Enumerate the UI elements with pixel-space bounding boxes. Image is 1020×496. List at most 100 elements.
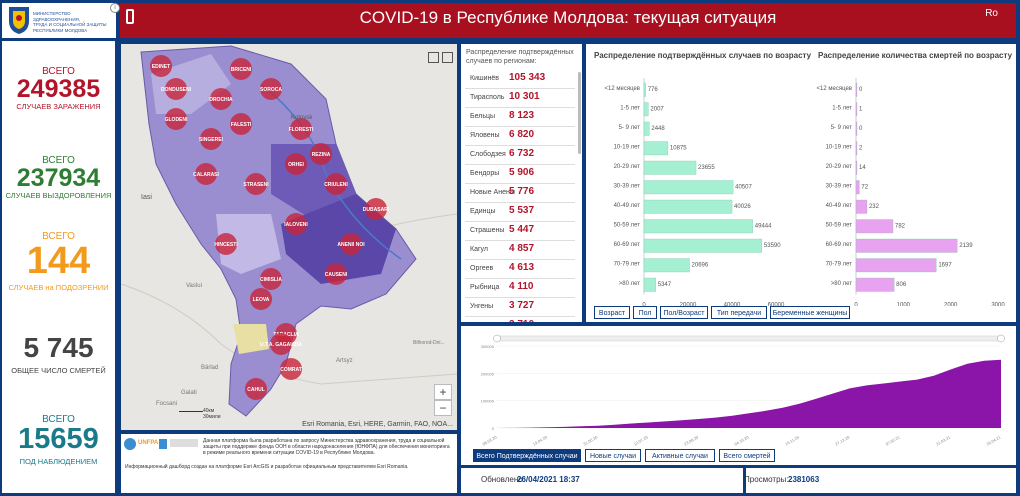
marker-label: DROCHIA bbox=[209, 97, 233, 103]
zoom-out-button[interactable]: − bbox=[434, 400, 452, 416]
region-row[interactable]: Бендоры 5 906 bbox=[465, 164, 575, 184]
category-label: 10-19 лет bbox=[826, 145, 853, 151]
case-marker bbox=[195, 163, 217, 185]
data-label: 2 bbox=[859, 146, 863, 152]
zoom-in-button[interactable]: + bbox=[434, 384, 452, 400]
region-row[interactable]: Страшены 5 447 bbox=[465, 221, 575, 241]
bar bbox=[855, 219, 894, 234]
stat-recovered: ВСЕГО 237934 СЛУЧАЕВ ВЫЗДОРОВЛЕНИЯ bbox=[2, 155, 115, 200]
tick-label: 2000 bbox=[944, 303, 958, 307]
region-value: 10 301 bbox=[509, 91, 540, 102]
bar bbox=[643, 199, 733, 214]
marker-label: EDINET bbox=[152, 64, 170, 70]
region-row[interactable]: Единцы 5 537 bbox=[465, 202, 575, 222]
marker-label: SOROCA bbox=[260, 87, 282, 93]
region-row[interactable]: Слободзея 6 732 bbox=[465, 145, 575, 165]
tab-timeline-1[interactable]: Новые случаи bbox=[585, 449, 641, 462]
range-handle-left bbox=[493, 334, 501, 343]
region-row[interactable]: Новые Анены 5 776 bbox=[465, 183, 575, 203]
data-label: 20696 bbox=[692, 263, 709, 269]
case-marker bbox=[260, 268, 282, 290]
region-row[interactable]: Бельцы 8 123 bbox=[465, 107, 575, 127]
marker-label: COMRAT bbox=[280, 367, 302, 373]
x-tick-label: 26.04.21 bbox=[986, 434, 1003, 447]
language-switch[interactable]: Ro bbox=[985, 8, 998, 19]
category-label: <12 месяцев bbox=[605, 86, 640, 92]
stat-sub: ПОД НАБЛЮДЕНИЕМ bbox=[19, 457, 98, 466]
scrollbar[interactable] bbox=[578, 72, 581, 154]
data-label: 232 bbox=[869, 204, 880, 210]
category-label: >80 лет bbox=[831, 281, 852, 287]
bar bbox=[855, 82, 858, 97]
region-name: Бельцы bbox=[470, 113, 496, 120]
tab-timeline-0[interactable]: Всего Подтверждённых случаи bbox=[473, 449, 581, 462]
series-area bbox=[497, 359, 1001, 428]
case-marker bbox=[285, 213, 307, 235]
region-row[interactable]: Кагул 4 857 bbox=[465, 240, 575, 260]
region-row[interactable]: Кишинёв 105 343 bbox=[465, 69, 575, 89]
bar bbox=[643, 180, 734, 195]
region-value: 3 710 bbox=[509, 319, 534, 322]
tab-chart-0[interactable]: Возраст bbox=[594, 306, 630, 319]
case-marker bbox=[230, 58, 252, 80]
case-marker bbox=[325, 173, 347, 195]
tab-timeline-2[interactable]: Активные случаи bbox=[645, 449, 715, 462]
region-name: Унгены bbox=[470, 303, 494, 310]
info-icon[interactable]: i bbox=[110, 3, 120, 13]
region-value: 3 727 bbox=[509, 300, 535, 311]
x-tick-label: 15.11.20 bbox=[784, 434, 800, 446]
marker-label: U.T.A. GAGAUZIA bbox=[260, 342, 302, 348]
tab-chart-3[interactable]: Тип передачи bbox=[711, 306, 767, 319]
stat-value: 249385 bbox=[16, 75, 101, 103]
tab-timeline-3[interactable]: Всего смертей bbox=[719, 449, 775, 462]
case-marker bbox=[165, 108, 187, 130]
data-label: 5347 bbox=[658, 282, 672, 288]
region-row[interactable]: Яловены 6 820 bbox=[465, 126, 575, 146]
marker-label: FALESTI bbox=[231, 122, 252, 128]
region-name: Кагул bbox=[470, 246, 488, 253]
data-label: 806 bbox=[896, 282, 907, 288]
y-tick-label: 0 bbox=[492, 426, 495, 431]
x-tick-label: 23.08.20 bbox=[683, 434, 700, 447]
category-label: 40-49 лет bbox=[826, 203, 853, 209]
stat-deaths: 5 745 ОБЩЕЕ ЧИСЛО СМЕРТЕЙ bbox=[2, 334, 115, 376]
tab-chart-4[interactable]: Беременные женщины bbox=[770, 306, 850, 319]
region-value: 5 447 bbox=[509, 224, 535, 235]
x-tick-label: 21.03.21 bbox=[935, 434, 952, 447]
tab-chart-1[interactable]: Пол bbox=[633, 306, 657, 319]
stat-observed: ВСЕГО 15659 ПОД НАБЛЮДЕНИЕМ bbox=[2, 414, 115, 466]
category-label: 50-59 лет bbox=[826, 223, 853, 229]
region-row[interactable]: Тирасполь 10 301 bbox=[465, 88, 575, 108]
category-label: 70-79 лет bbox=[826, 262, 853, 268]
bar bbox=[643, 238, 763, 253]
views-value: 2381063 bbox=[788, 475, 820, 484]
region-row[interactable]: Рыбница 4 110 bbox=[465, 278, 575, 298]
layers-icon[interactable] bbox=[428, 52, 439, 63]
bar bbox=[643, 277, 656, 292]
region-row[interactable]: Унгены 3 727 bbox=[465, 297, 575, 317]
data-label: 0 bbox=[859, 87, 863, 93]
case-marker bbox=[250, 288, 272, 310]
case-marker bbox=[325, 263, 347, 285]
map-view[interactable]: EDINET BRICENI DONDUSENI SOROCA GLODENI FALES… bbox=[121, 44, 457, 430]
region-light-2 bbox=[216, 214, 281, 274]
map-canvas[interactable]: EDINET BRICENI DONDUSENI SOROCA GLODENI FALES… bbox=[121, 44, 457, 430]
list-icon[interactable] bbox=[442, 52, 453, 63]
mobile-icon[interactable] bbox=[126, 9, 134, 24]
region-row[interactable]: Оргеев 4 613 bbox=[465, 259, 575, 279]
case-marker bbox=[290, 118, 312, 140]
region-row[interactable]: Бричаны3 710 bbox=[465, 316, 575, 322]
tab-chart-2[interactable]: Пол/Возраст bbox=[660, 306, 708, 319]
y-tick-label: 300000 bbox=[481, 344, 495, 349]
bar bbox=[643, 258, 690, 273]
case-marker bbox=[270, 333, 292, 355]
y-tick-label: 200000 bbox=[481, 371, 495, 376]
age-charts-panel: Распределение подтверждённых случаев по … bbox=[586, 44, 1016, 322]
data-label: 49444 bbox=[755, 224, 772, 230]
category-label: 10-19 лет bbox=[614, 145, 641, 151]
case-marker bbox=[245, 173, 267, 195]
partner-logo-icon bbox=[159, 439, 167, 449]
chart-title-cases: Распределение подтверждённых случаев по … bbox=[594, 51, 812, 60]
data-label: 2139 bbox=[959, 243, 973, 249]
category-label: 60-69 лет bbox=[614, 242, 641, 248]
